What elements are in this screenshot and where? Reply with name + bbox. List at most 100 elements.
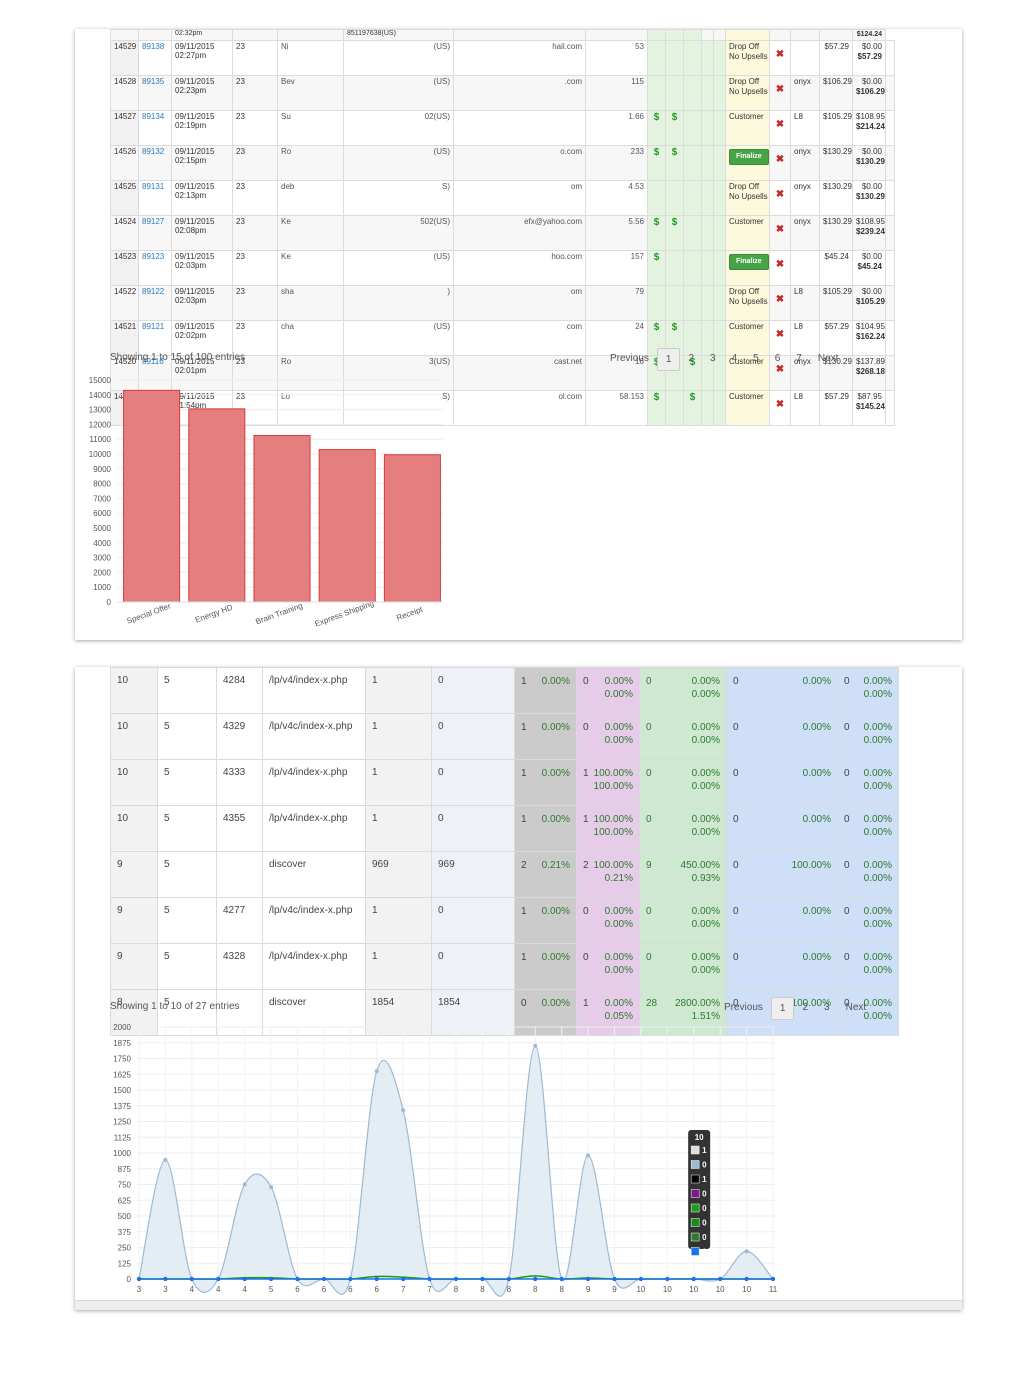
page-link[interactable]: 3: [824, 1002, 830, 1013]
data-point[interactable]: [586, 1153, 591, 1158]
data-point[interactable]: [665, 1276, 670, 1282]
status-label: Customer: [729, 112, 764, 121]
previous-page-button[interactable]: Previous: [610, 353, 649, 364]
delete-icon[interactable]: ✖: [769, 285, 791, 321]
metric-percent: 0.00% 0.00%: [864, 905, 892, 931]
data-point[interactable]: [585, 1276, 591, 1282]
order-link[interactable]: 89131: [138, 180, 172, 216]
page-link[interactable]: 1: [770, 997, 795, 1020]
data-point[interactable]: [348, 1276, 353, 1282]
data-point[interactable]: [691, 1276, 696, 1282]
delete-icon[interactable]: ✖: [769, 250, 791, 286]
data-point[interactable]: [163, 1276, 168, 1282]
table-row: 9 5 discover 969 969 2 0.21% 2 100.00% 0.21% 9 450.…: [110, 851, 899, 898]
delete-icon[interactable]: ✖: [769, 390, 791, 426]
next-page-button[interactable]: Next: [845, 1002, 867, 1013]
data-point[interactable]: [744, 1249, 749, 1254]
data-point[interactable]: [136, 1276, 142, 1282]
data-point[interactable]: [717, 1276, 723, 1282]
data-point[interactable]: [269, 1185, 274, 1190]
bar[interactable]: [253, 435, 311, 603]
x-tick-label: Special Offer: [126, 601, 173, 625]
delete-icon[interactable]: ✖: [769, 110, 791, 146]
next-page-button[interactable]: Next: [817, 353, 839, 364]
tooltip-swatch: [690, 1174, 700, 1184]
page-link[interactable]: 2: [688, 353, 695, 364]
data-point[interactable]: [400, 1276, 406, 1282]
customer-phone: 157: [585, 250, 648, 286]
data-point[interactable]: [533, 1276, 538, 1282]
bar[interactable]: [123, 389, 181, 603]
order-link[interactable]: 89116: [138, 355, 172, 391]
percent-value-secondary: 0.00%: [691, 827, 720, 838]
order-link[interactable]: 89123: [138, 250, 172, 286]
order-link[interactable]: 89138: [138, 40, 172, 76]
stats-metric-cell: 1 100.00% 100.00%: [576, 805, 640, 852]
finalize-button[interactable]: Finalize: [729, 149, 769, 165]
metric-count: 0: [583, 952, 589, 963]
delete-icon[interactable]: ✖: [769, 75, 791, 111]
table-cell: [701, 215, 714, 251]
metric-percent: 0.00% 0.00%: [864, 997, 892, 1023]
data-point[interactable]: [163, 1157, 168, 1162]
order-link[interactable]: 89121: [138, 320, 172, 356]
page-link[interactable]: 3: [710, 353, 716, 364]
table-cell: [701, 250, 714, 286]
data-point[interactable]: [638, 1276, 644, 1282]
percent-value: 0.00%: [802, 768, 831, 779]
order-link[interactable]: 89135: [138, 75, 172, 111]
order-link[interactable]: 89122: [138, 285, 172, 321]
metric-count: 0: [733, 906, 739, 917]
upsell-flag: [665, 75, 684, 111]
data-point[interactable]: [612, 1276, 617, 1282]
page-link[interactable]: 6: [774, 353, 781, 364]
stats-metric-cell: 1 0.00%: [514, 897, 577, 944]
data-point[interactable]: [374, 1069, 379, 1074]
data-point[interactable]: [295, 1276, 300, 1282]
data-point[interactable]: [506, 1276, 512, 1282]
order-datetime: 09/11/2015 02:23pm: [171, 75, 233, 111]
data-point[interactable]: [453, 1276, 459, 1282]
data-point[interactable]: [242, 1182, 247, 1187]
data-point[interactable]: [374, 1276, 379, 1282]
page-link[interactable]: 2: [802, 1002, 809, 1013]
page-link[interactable]: 5: [753, 353, 759, 364]
data-point[interactable]: [559, 1276, 564, 1282]
data-point[interactable]: [216, 1276, 221, 1282]
data-point[interactable]: [268, 1276, 274, 1282]
order-link[interactable]: 89134: [138, 110, 172, 146]
page-link[interactable]: 4: [731, 353, 738, 364]
order-price: $87.95 $145.24: [852, 390, 886, 426]
data-point[interactable]: [770, 1276, 776, 1282]
percent-value: 0.00%: [541, 998, 570, 1009]
data-point[interactable]: [427, 1276, 432, 1282]
data-point[interactable]: [744, 1276, 749, 1282]
customer-phone: 58.153: [585, 390, 648, 426]
finalize-button[interactable]: Finalize: [729, 254, 769, 270]
order-link[interactable]: 89127: [138, 215, 172, 251]
order-link[interactable]: 89132: [138, 145, 172, 181]
delete-icon[interactable]: ✖: [769, 320, 791, 356]
data-point[interactable]: [401, 1108, 406, 1113]
bar[interactable]: [383, 454, 441, 603]
percent-value: 0.00%: [863, 860, 892, 871]
delete-icon[interactable]: ✖: [769, 40, 791, 76]
page-link[interactable]: 1: [656, 348, 681, 371]
customer-name: Su: [277, 110, 344, 146]
bar[interactable]: [188, 408, 246, 603]
x-tick-label: 9: [612, 1285, 617, 1294]
delete-icon[interactable]: ✖: [769, 145, 791, 181]
metric-count: 2: [521, 860, 527, 871]
page-link[interactable]: 7: [796, 353, 802, 364]
data-point[interactable]: [242, 1276, 247, 1282]
data-point[interactable]: [189, 1276, 195, 1282]
data-point[interactable]: [321, 1276, 327, 1282]
data-point[interactable]: [480, 1276, 485, 1282]
data-point[interactable]: [533, 1043, 538, 1048]
bar[interactable]: [318, 449, 376, 603]
metric-count: 1: [521, 952, 527, 963]
previous-page-button[interactable]: Previous: [724, 1002, 763, 1013]
delete-icon[interactable]: ✖: [769, 180, 791, 216]
bottom-scrollbar[interactable]: [75, 1300, 962, 1310]
delete-icon[interactable]: ✖: [769, 215, 791, 251]
